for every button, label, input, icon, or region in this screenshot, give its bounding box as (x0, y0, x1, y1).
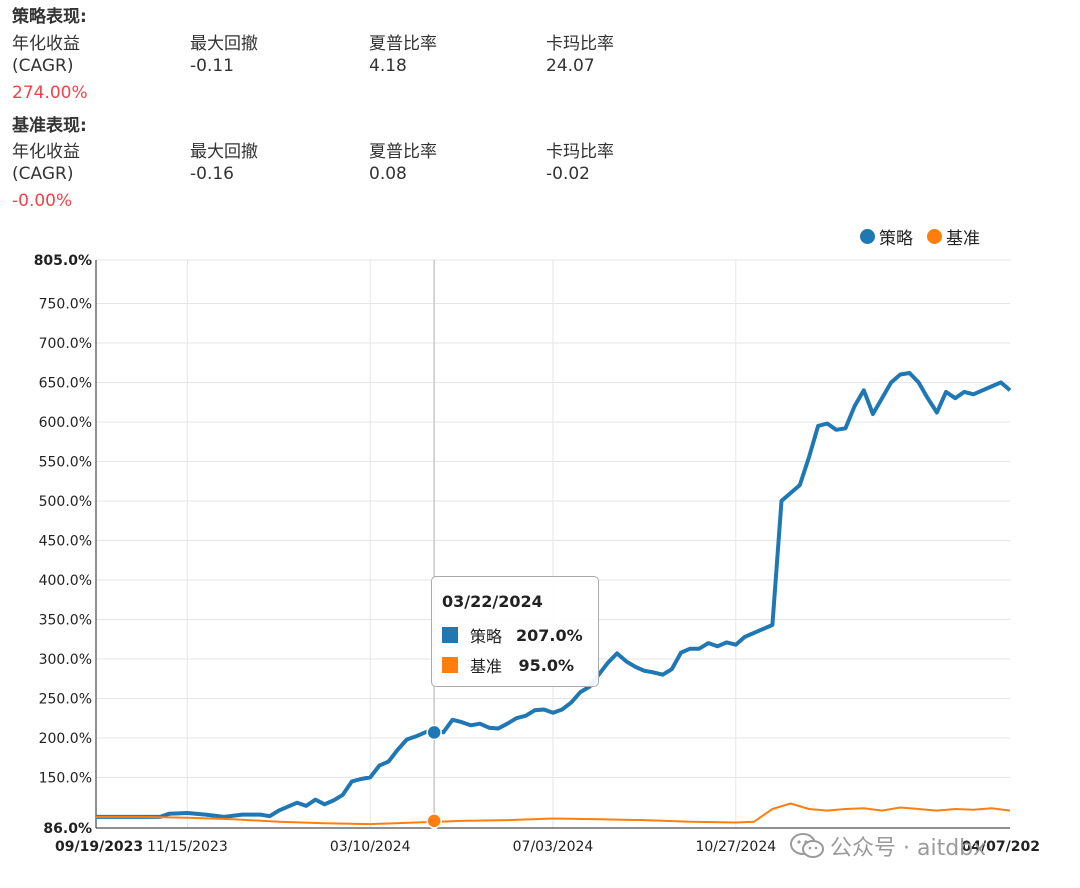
x-tick-label: 07/03/2024 (513, 839, 594, 855)
y-tick-label: 300.0% (39, 652, 92, 668)
tooltip-date: 03/22/2024 (442, 592, 543, 611)
y-tick-label: 500.0% (39, 494, 92, 510)
tooltip-swatch-strategy (442, 627, 458, 643)
benchmark-maxdd-value: -0.16 (190, 164, 234, 184)
y-tick-label: 200.0% (39, 731, 92, 747)
benchmark-sharpe-label: 夏普比率 (369, 142, 437, 162)
benchmark-sharpe-value: 0.08 (369, 164, 407, 184)
benchmark-maxdd-label: 最大回撤 (190, 142, 258, 162)
tooltip-swatch-benchmark (442, 657, 458, 673)
tooltip-value-strategy: 207.0% (516, 625, 583, 645)
hover-marker-strategy (426, 724, 442, 741)
benchmark-cagr-label: 年化收益 (12, 142, 80, 162)
strategy-calmar-label: 卡玛比率 (546, 34, 614, 54)
tooltip-name-benchmark: 基准 (470, 657, 503, 676)
chart-grid (96, 259, 1010, 829)
y-tick-label: 150.0% (39, 770, 92, 786)
hover-marker-benchmark (426, 813, 442, 829)
strategy-heading: 策略表现: (12, 7, 87, 27)
strategy-maxdd-label: 最大回撤 (190, 34, 258, 54)
hover-markers (426, 260, 442, 829)
y-tick-label: 600.0% (39, 415, 92, 431)
strategy-maxdd-value: -0.11 (190, 56, 234, 76)
tooltip-name-strategy: 策略 (470, 627, 503, 646)
legend-item-benchmark[interactable]: 基准 (927, 224, 980, 249)
strategy-sharpe-value: 4.18 (369, 56, 407, 76)
tooltip-value-benchmark: 95.0% (518, 655, 574, 675)
legend-item-strategy[interactable]: 策略 (860, 224, 913, 249)
x-tick-label: 11/15/2023 (147, 839, 228, 855)
wechat-icon (790, 833, 824, 859)
benchmark-heading: 基准表现: (12, 116, 87, 136)
y-tick-label: 450.0% (39, 533, 92, 549)
strategy-cagr-label: 年化收益 (12, 34, 80, 54)
y-tick-label: 350.0% (39, 612, 92, 628)
tooltip-row-benchmark: 基准 95.0% (442, 653, 574, 677)
y-tick-label: 86.0% (43, 821, 92, 837)
y-tick-label: 805.0% (34, 253, 92, 269)
watermark-text: 公众号 · aitdbx (830, 836, 987, 861)
y-tick-label: 550.0% (39, 454, 92, 470)
y-axis: 805.0% 750.0% 700.0% 650.0% 600.0% 550.0% 500.… (34, 253, 97, 837)
strategy-sharpe-label: 夏普比率 (369, 34, 437, 54)
tooltip-row-strategy: 策略 207.0% (442, 623, 583, 647)
strategy-cagr-value: 274.00% (12, 83, 88, 103)
legend-dot-benchmark (927, 229, 942, 244)
y-tick-label: 650.0% (39, 375, 92, 391)
legend-label-strategy: 策略 (879, 229, 913, 249)
y-tick-label: 250.0% (39, 691, 92, 707)
strategy-cagr-sublabel: (CAGR) (12, 56, 74, 76)
series-line-benchmark (96, 802, 1011, 826)
x-tick-label: 10/27/2024 (695, 839, 776, 855)
benchmark-cagr-sublabel: (CAGR) (12, 164, 74, 184)
strategy-calmar-value: 24.07 (546, 56, 595, 76)
x-tick-label: 09/19/2023 (55, 839, 143, 855)
y-tick-label: 750.0% (39, 296, 92, 312)
benchmark-cagr-value: -0.00% (12, 191, 73, 211)
y-tick-label: 400.0% (39, 573, 92, 589)
x-tick-label: 03/10/2024 (330, 839, 411, 855)
benchmark-calmar-label: 卡玛比率 (546, 142, 614, 162)
y-tick-label: 700.0% (39, 336, 92, 352)
benchmark-calmar-value: -0.02 (546, 164, 590, 184)
legend-label-benchmark: 基准 (946, 229, 980, 249)
legend-dot-strategy (860, 229, 875, 244)
chart-tooltip: 03/22/2024 策略 207.0% 基准 95.0% (431, 576, 599, 687)
chart-legend: 策略 基准 (860, 224, 980, 249)
watermark: 公众号 · aitdbx (790, 830, 986, 862)
